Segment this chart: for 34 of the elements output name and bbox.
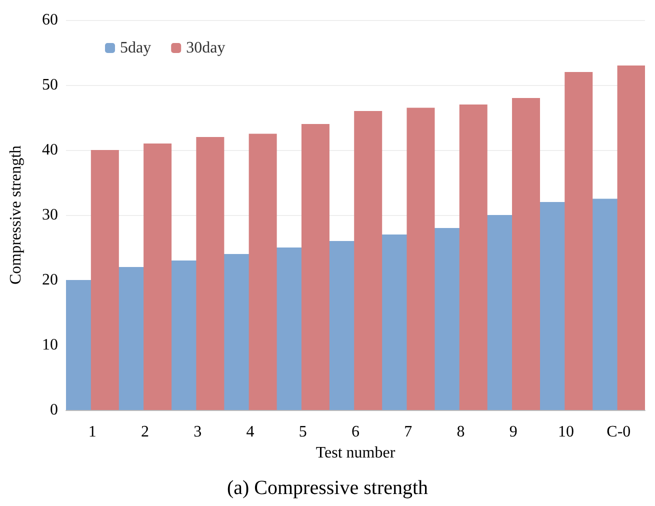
x-tick-label: 2 [140,424,149,440]
x-tick-label: 6 [352,424,360,440]
y-tick-label: 40 [42,142,58,158]
x-axis-title: Test number [316,444,396,462]
y-tick-label: 10 [42,336,58,354]
x-tick-label: 4 [246,424,254,440]
bar [564,72,593,410]
bar [248,134,277,410]
x-tick-label: 7 [404,424,412,440]
bar [144,144,172,410]
x-tick-label: 1 [88,424,96,440]
x-tick-label: 8 [456,424,465,440]
y-tick-label: 60 [42,12,58,28]
y-tick-label: 0 [50,402,58,418]
x-tick-label: 9 [509,424,518,440]
bar [406,108,435,410]
y-axis-title: Compressive strength [8,145,24,285]
bar [354,111,382,410]
x-tick-label: C-0 [606,424,631,440]
x-tick-label: 3 [194,424,202,440]
text: (a) Compressive strength [226,477,428,499]
bar [512,98,540,410]
bar [90,150,119,410]
legend-label: 5day [120,40,152,56]
legend-label: 30day [186,40,226,56]
y-tick-label: 50 [42,76,58,94]
x-tick-label: 10 [558,424,574,440]
bar [301,124,330,410]
y-tick-label: 30 [42,206,58,224]
bar [196,137,224,410]
bar [617,66,645,410]
y-tick-label: 20 [42,272,58,288]
x-tick-label: 5 [298,424,307,440]
bar [459,104,488,410]
